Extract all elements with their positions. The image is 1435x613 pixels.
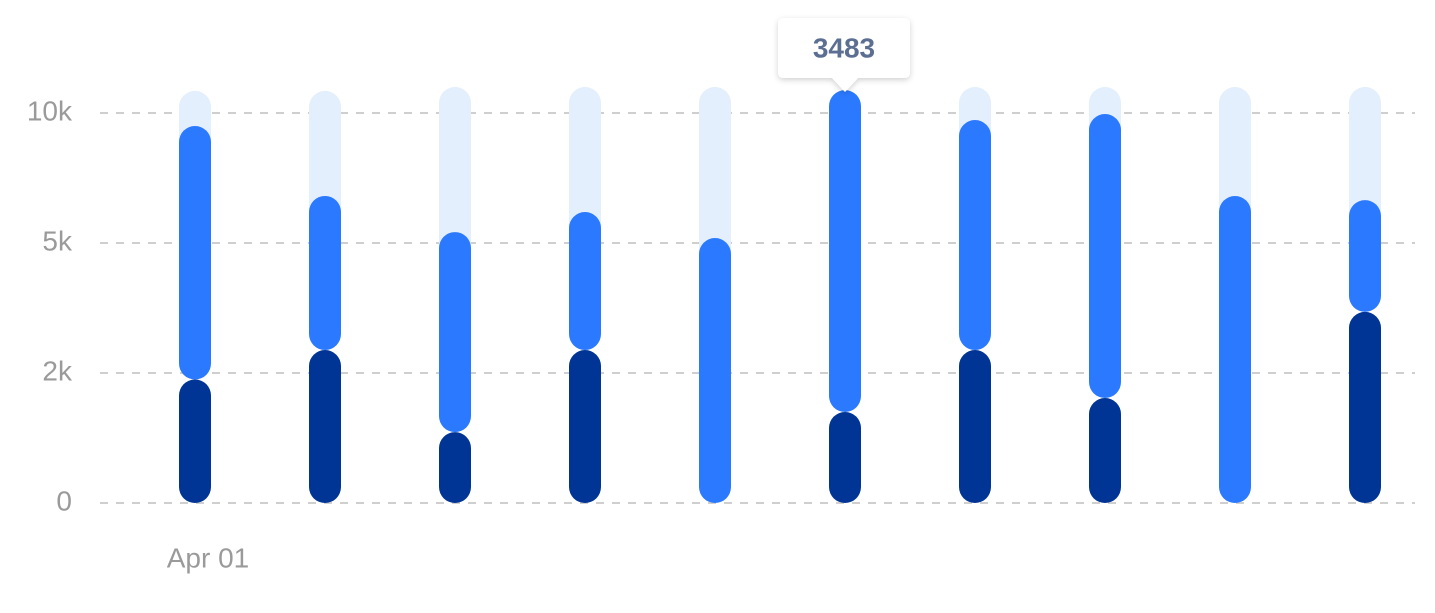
y-tick-label: 10k <box>27 95 73 126</box>
y-tick-label: 5k <box>42 225 73 256</box>
bar-segment <box>179 379 211 503</box>
tooltip: 3483 <box>778 18 910 92</box>
bar-segment <box>179 126 211 380</box>
bar-segment <box>439 232 471 433</box>
bar-segment <box>309 350 341 503</box>
x-tick-label: Apr 01 <box>167 542 250 573</box>
bar-segment <box>1349 87 1381 233</box>
tooltip-value: 3483 <box>813 32 875 63</box>
bar-segment <box>829 412 861 503</box>
bar-segment <box>1089 398 1121 503</box>
bar-segment <box>699 87 731 271</box>
bar-segment <box>439 87 471 265</box>
bar-segment <box>569 212 601 351</box>
bar-segment <box>1349 311 1381 503</box>
bar-segment <box>699 238 731 503</box>
bar-segment <box>439 432 471 503</box>
bars: Apr 01 <box>167 87 1381 573</box>
y-tick-label: 0 <box>56 485 72 516</box>
bar-segment <box>309 195 341 351</box>
y-tick-label: 2k <box>42 355 73 386</box>
grid: 0 2k 5k 10k <box>27 95 1415 516</box>
bar-segment <box>1219 195 1251 503</box>
bar-segment <box>829 90 861 413</box>
bar-segment <box>309 90 341 228</box>
bar-segment <box>1089 114 1121 399</box>
bar-segment <box>569 87 601 245</box>
bar-segment <box>1349 200 1381 312</box>
tooltip-box <box>778 18 910 92</box>
bar-segment <box>959 350 991 503</box>
bar-segment <box>959 120 991 351</box>
bar-segment <box>1219 87 1251 228</box>
bar-segment <box>569 350 601 503</box>
